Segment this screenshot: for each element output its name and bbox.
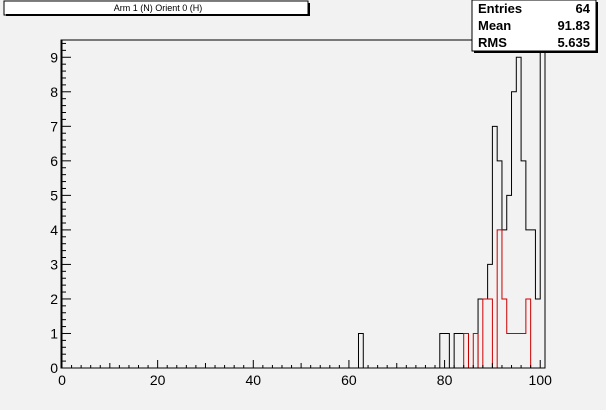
histogram-series-2 [62,229,545,369]
bin-series-1-x100 [540,40,545,368]
y-tick-label: 7 [50,118,58,134]
y-tick-label: 0 [50,360,58,376]
x-tick-label: 60 [341,372,357,388]
y-axis: 0 1 2 3 4 5 6 7 8 9 [50,40,71,376]
bin-series-2-x86 [473,333,478,368]
bin-series-2-x93 [507,333,512,368]
bin-series-1-x80 [445,333,450,368]
x-tick-label: 100 [529,372,553,388]
series-layer [62,39,546,369]
bin-series-1-x94 [512,92,517,368]
y-tick-label: 3 [50,256,58,272]
bin-series-2-x96 [521,333,526,368]
chart-title: Arm 1 (N) Orient 0 (H) [114,3,203,13]
y-tick-label: 4 [50,222,58,238]
bin-series-1-x62 [358,333,363,368]
bin-series-1-x96 [521,161,526,368]
bin-series-1-x84 [464,333,469,368]
bin-series-2-x94 [512,333,517,368]
x-tick-label: 20 [150,372,166,388]
y-tick-label: 8 [50,84,58,100]
stats-value: 91.83 [557,18,590,33]
bin-series-1-x87 [478,299,483,368]
stats-label: Mean [478,18,511,33]
bin-series-1-x98 [531,230,536,368]
bin-series-1-x79 [440,333,445,368]
bin-series-1-x95 [516,57,521,368]
y-tick-label: 6 [50,153,58,169]
x-tick-label: 80 [437,372,453,388]
x-tick-label: 40 [245,372,261,388]
x-axis: 0 20 40 60 80 100 [58,360,552,388]
stats-label: Entries [478,1,522,16]
x-tick-label: 0 [58,372,66,388]
stats-value: 5.635 [557,35,590,50]
bin-series-2-x95 [516,333,521,368]
bin-series-1-x99 [535,299,540,368]
bin-series-2-x97 [526,299,531,368]
bin-series-2-x89 [488,299,493,368]
bin-series-1-x83 [459,333,464,368]
bin-series-1-x88 [483,299,488,368]
bin-series-1-x93 [507,195,512,368]
y-tick-label: 9 [50,49,58,65]
plot-frame [60,39,546,369]
stats-label: RMS [478,35,507,50]
bin-series-2-x84 [464,333,469,368]
stats-box: Entries 64 Mean 91.83 RMS 5.635 [471,0,598,53]
bin-series-1-x82 [454,333,459,368]
stats-value: 64 [576,1,591,16]
bin-series-2-x88 [483,299,488,368]
bin-series-2-x91 [497,230,502,368]
title-box: Arm 1 (N) Orient 0 (H) [3,0,310,16]
bin-series-1-x89 [488,264,493,368]
y-tick-label: 1 [50,325,58,341]
histogram-series-1 [62,39,546,369]
bin-series-2-x92 [502,299,507,368]
y-tick-label: 2 [50,291,58,307]
y-tick-label: 5 [50,187,58,203]
bin-series-1-x91 [497,161,502,368]
bin-series-1-x90 [492,126,497,368]
